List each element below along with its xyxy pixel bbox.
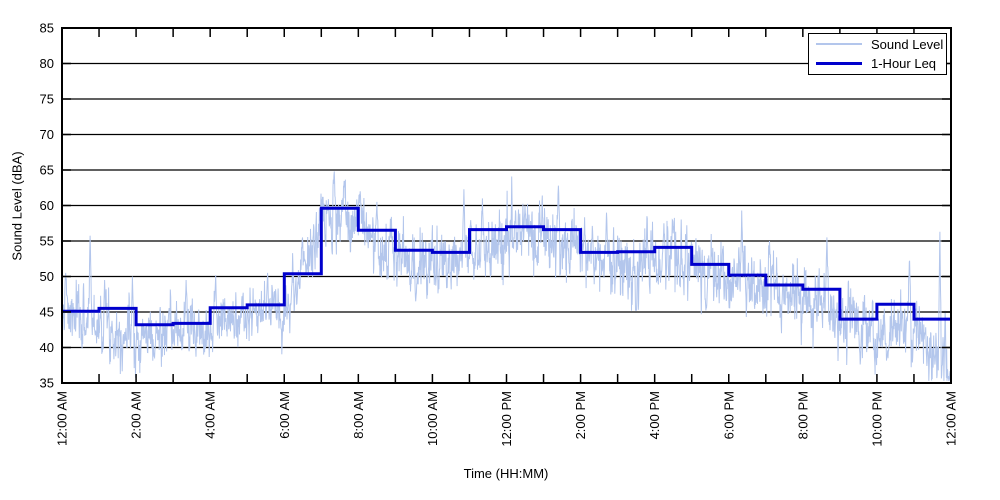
x-tick-label: 12:00 AM — [55, 391, 70, 446]
leq-step-line — [62, 206, 951, 327]
y-tick-label: 70 — [40, 127, 54, 142]
y-tick-label: 35 — [40, 376, 54, 391]
y-tick-label: 80 — [40, 56, 54, 71]
legend-entry-sound-level: Sound Level — [809, 35, 946, 54]
x-axis-title: Time (HH:MM) — [463, 466, 549, 481]
y-tick-label: 85 — [40, 21, 54, 36]
legend: Sound Level 1-Hour Leq — [808, 33, 947, 75]
x-tick-label: 8:00 AM — [351, 391, 366, 439]
x-tick-label: 10:00 PM — [869, 391, 884, 447]
y-tick-label: 40 — [40, 340, 54, 355]
sound-level-trace — [61, 171, 952, 382]
x-tick-label: 2:00 AM — [129, 391, 144, 439]
x-tick-label: 2:00 PM — [573, 391, 588, 439]
y-tick-labels: 35 40 45 50 55 60 65 70 75 80 85 — [40, 21, 54, 391]
x-tick-label: 12:00 PM — [499, 391, 514, 447]
leq-line-swatch — [816, 62, 862, 66]
y-tick-label: 75 — [40, 92, 54, 107]
x-tick-label: 10:00 AM — [425, 391, 440, 446]
y-tick-label: 45 — [40, 305, 54, 320]
y-tick-label: 65 — [40, 163, 54, 178]
sound-level-line-swatch — [816, 43, 862, 46]
legend-entry-1-hour-leq: 1-Hour Leq — [809, 54, 946, 73]
y-axis-title: Sound Level (dBA) — [9, 151, 25, 261]
x-tick-label: 4:00 AM — [203, 391, 218, 439]
x-tick-label: 4:00 PM — [647, 391, 662, 439]
y-tick-label: 50 — [40, 269, 54, 284]
y-tick-label: 55 — [40, 234, 54, 249]
y-tick-label: 60 — [40, 198, 54, 213]
x-tick-label: 12:00 AM — [944, 391, 959, 446]
x-tick-labels: 12:00 AM 2:00 AM 4:00 AM 6:00 AM 8:00 AM 10:0… — [55, 391, 959, 447]
x-tick-label: 6:00 PM — [721, 391, 736, 439]
x-tick-label: 6:00 AM — [277, 391, 292, 439]
legend-label: Sound Level — [871, 36, 944, 52]
x-tick-label: 8:00 PM — [795, 391, 810, 439]
legend-label: 1-Hour Leq — [871, 56, 937, 72]
